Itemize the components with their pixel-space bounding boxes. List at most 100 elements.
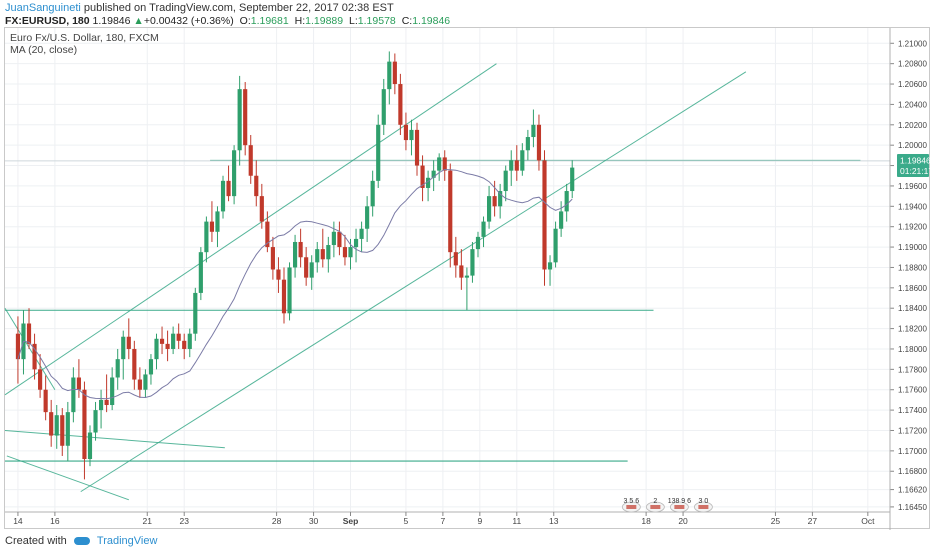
time-tick-label: 5 bbox=[404, 516, 409, 526]
candle-body bbox=[87, 432, 93, 460]
candle-body bbox=[248, 145, 253, 176]
time-tick-label: 23 bbox=[179, 516, 189, 526]
candle-body bbox=[420, 165, 425, 188]
trend-line bbox=[4, 63, 497, 396]
price-tick-label: 1.18400 bbox=[898, 304, 927, 313]
candle-body bbox=[564, 191, 569, 212]
candle-body bbox=[110, 377, 115, 406]
price-axis[interactable]: 1.21000 1.20800 1.20600 1.20400 1.20200 1.200… bbox=[889, 28, 927, 530]
candle-body bbox=[398, 84, 403, 125]
price-tick-label: 1.18600 bbox=[898, 284, 927, 293]
price-tick-label: 1.20200 bbox=[898, 121, 927, 130]
candle-body bbox=[331, 231, 336, 246]
time-tick-label: 27 bbox=[808, 516, 818, 526]
price-tick-label: 1.18000 bbox=[898, 345, 927, 354]
candle-body bbox=[132, 348, 137, 380]
economic-events[interactable]: 3 5 6 2 138 9 6 3 0 bbox=[621, 498, 713, 513]
price-tick-label: 1.17800 bbox=[898, 365, 927, 374]
event-count-label: 138 9 6 bbox=[668, 498, 691, 505]
low-value: 1.19578 bbox=[357, 15, 396, 27]
candle-body bbox=[276, 269, 281, 280]
candle-body bbox=[60, 415, 65, 446]
high-label: H: bbox=[294, 15, 306, 27]
candle-body bbox=[204, 221, 209, 253]
created-with-text: Created with bbox=[5, 535, 67, 547]
candle-body bbox=[326, 245, 331, 260]
candle-body bbox=[414, 129, 420, 166]
tradingview-link[interactable]: TradingView bbox=[96, 535, 158, 547]
candle-body bbox=[104, 399, 109, 406]
candle-body bbox=[65, 412, 70, 446]
candle-body bbox=[143, 374, 148, 390]
candle-body bbox=[392, 61, 397, 85]
candle-body bbox=[26, 323, 32, 344]
candle-body bbox=[154, 338, 159, 360]
price-tick-label: 1.17400 bbox=[898, 406, 927, 415]
us-flag-icon bbox=[650, 505, 661, 509]
price-badge: 1.19846 01:21:17 bbox=[897, 154, 932, 177]
candle-body bbox=[198, 252, 203, 293]
candle-body bbox=[232, 150, 237, 197]
price-tick-label: 1.17600 bbox=[898, 386, 927, 395]
price-tick-label: 1.16620 bbox=[898, 486, 927, 495]
candle-body bbox=[254, 175, 259, 197]
time-tick-label: 18 bbox=[641, 516, 651, 526]
candle-body bbox=[403, 124, 409, 141]
last-price: 1.19846 bbox=[92, 15, 131, 27]
candle-body bbox=[126, 336, 131, 349]
price-change: +0.00432 (+0.36%) bbox=[143, 15, 234, 27]
time-tick-label: 7 bbox=[441, 516, 446, 526]
candle-body bbox=[453, 252, 458, 266]
candle-body bbox=[481, 221, 486, 237]
price-tick-label: 1.18800 bbox=[898, 263, 927, 272]
candle-body bbox=[409, 129, 414, 141]
trend-line bbox=[80, 71, 747, 493]
candle-body bbox=[514, 160, 519, 171]
event-marker: 3 0 bbox=[693, 498, 713, 513]
candle-body bbox=[187, 333, 192, 349]
candle-body bbox=[38, 369, 43, 390]
candle-body bbox=[265, 221, 270, 248]
price-tick-label: 1.20600 bbox=[898, 80, 927, 89]
candle-body bbox=[442, 157, 447, 171]
time-axis[interactable]: 14 16 21 23 28 30 Sep 5 7 9 11 13 18 20 25 27 Oct bbox=[5, 511, 890, 526]
candle-body bbox=[387, 61, 392, 90]
low-label: L: bbox=[349, 15, 358, 27]
candles bbox=[15, 51, 575, 480]
candle-body bbox=[553, 228, 558, 263]
candle-body bbox=[15, 333, 21, 360]
time-tick-label: 13 bbox=[549, 516, 559, 526]
event-count-label: 3 0 bbox=[699, 498, 709, 505]
candle-body bbox=[243, 89, 248, 146]
price-badge-box bbox=[897, 154, 929, 177]
event-count-label: 3 5 6 bbox=[624, 498, 640, 505]
candle-body bbox=[182, 340, 187, 349]
candle-body bbox=[54, 415, 59, 436]
candle-body bbox=[115, 359, 120, 378]
candle-body bbox=[342, 247, 348, 258]
candle-body bbox=[292, 241, 298, 268]
candle-body bbox=[171, 333, 176, 349]
candle-body bbox=[509, 160, 514, 171]
author-link[interactable]: JuanSanguineti bbox=[5, 2, 81, 14]
candle-body bbox=[381, 89, 386, 125]
candle-body bbox=[376, 124, 381, 181]
chart-legend-title: Euro Fx/U.S. Dollar, 180, FXCM bbox=[10, 32, 159, 44]
event-count-label: 2 bbox=[653, 498, 657, 505]
candle-body bbox=[32, 343, 37, 370]
price-tick-label: 1.20800 bbox=[898, 60, 927, 69]
trend-line bbox=[4, 307, 56, 390]
price-tick-label: 1.20400 bbox=[898, 100, 927, 109]
candle-body bbox=[531, 124, 536, 138]
candle-body bbox=[525, 137, 530, 151]
close-value: 1.19846 bbox=[412, 15, 451, 27]
candle-body bbox=[220, 180, 226, 212]
candle-body bbox=[503, 170, 508, 192]
time-tick-label: 21 bbox=[143, 516, 153, 526]
event-marker: 3 5 6 bbox=[621, 498, 641, 513]
price-tick-label: 1.19000 bbox=[898, 243, 927, 252]
candle-body bbox=[259, 196, 264, 222]
close-label: C: bbox=[401, 15, 413, 27]
price-tick-label: 1.19400 bbox=[898, 202, 927, 211]
